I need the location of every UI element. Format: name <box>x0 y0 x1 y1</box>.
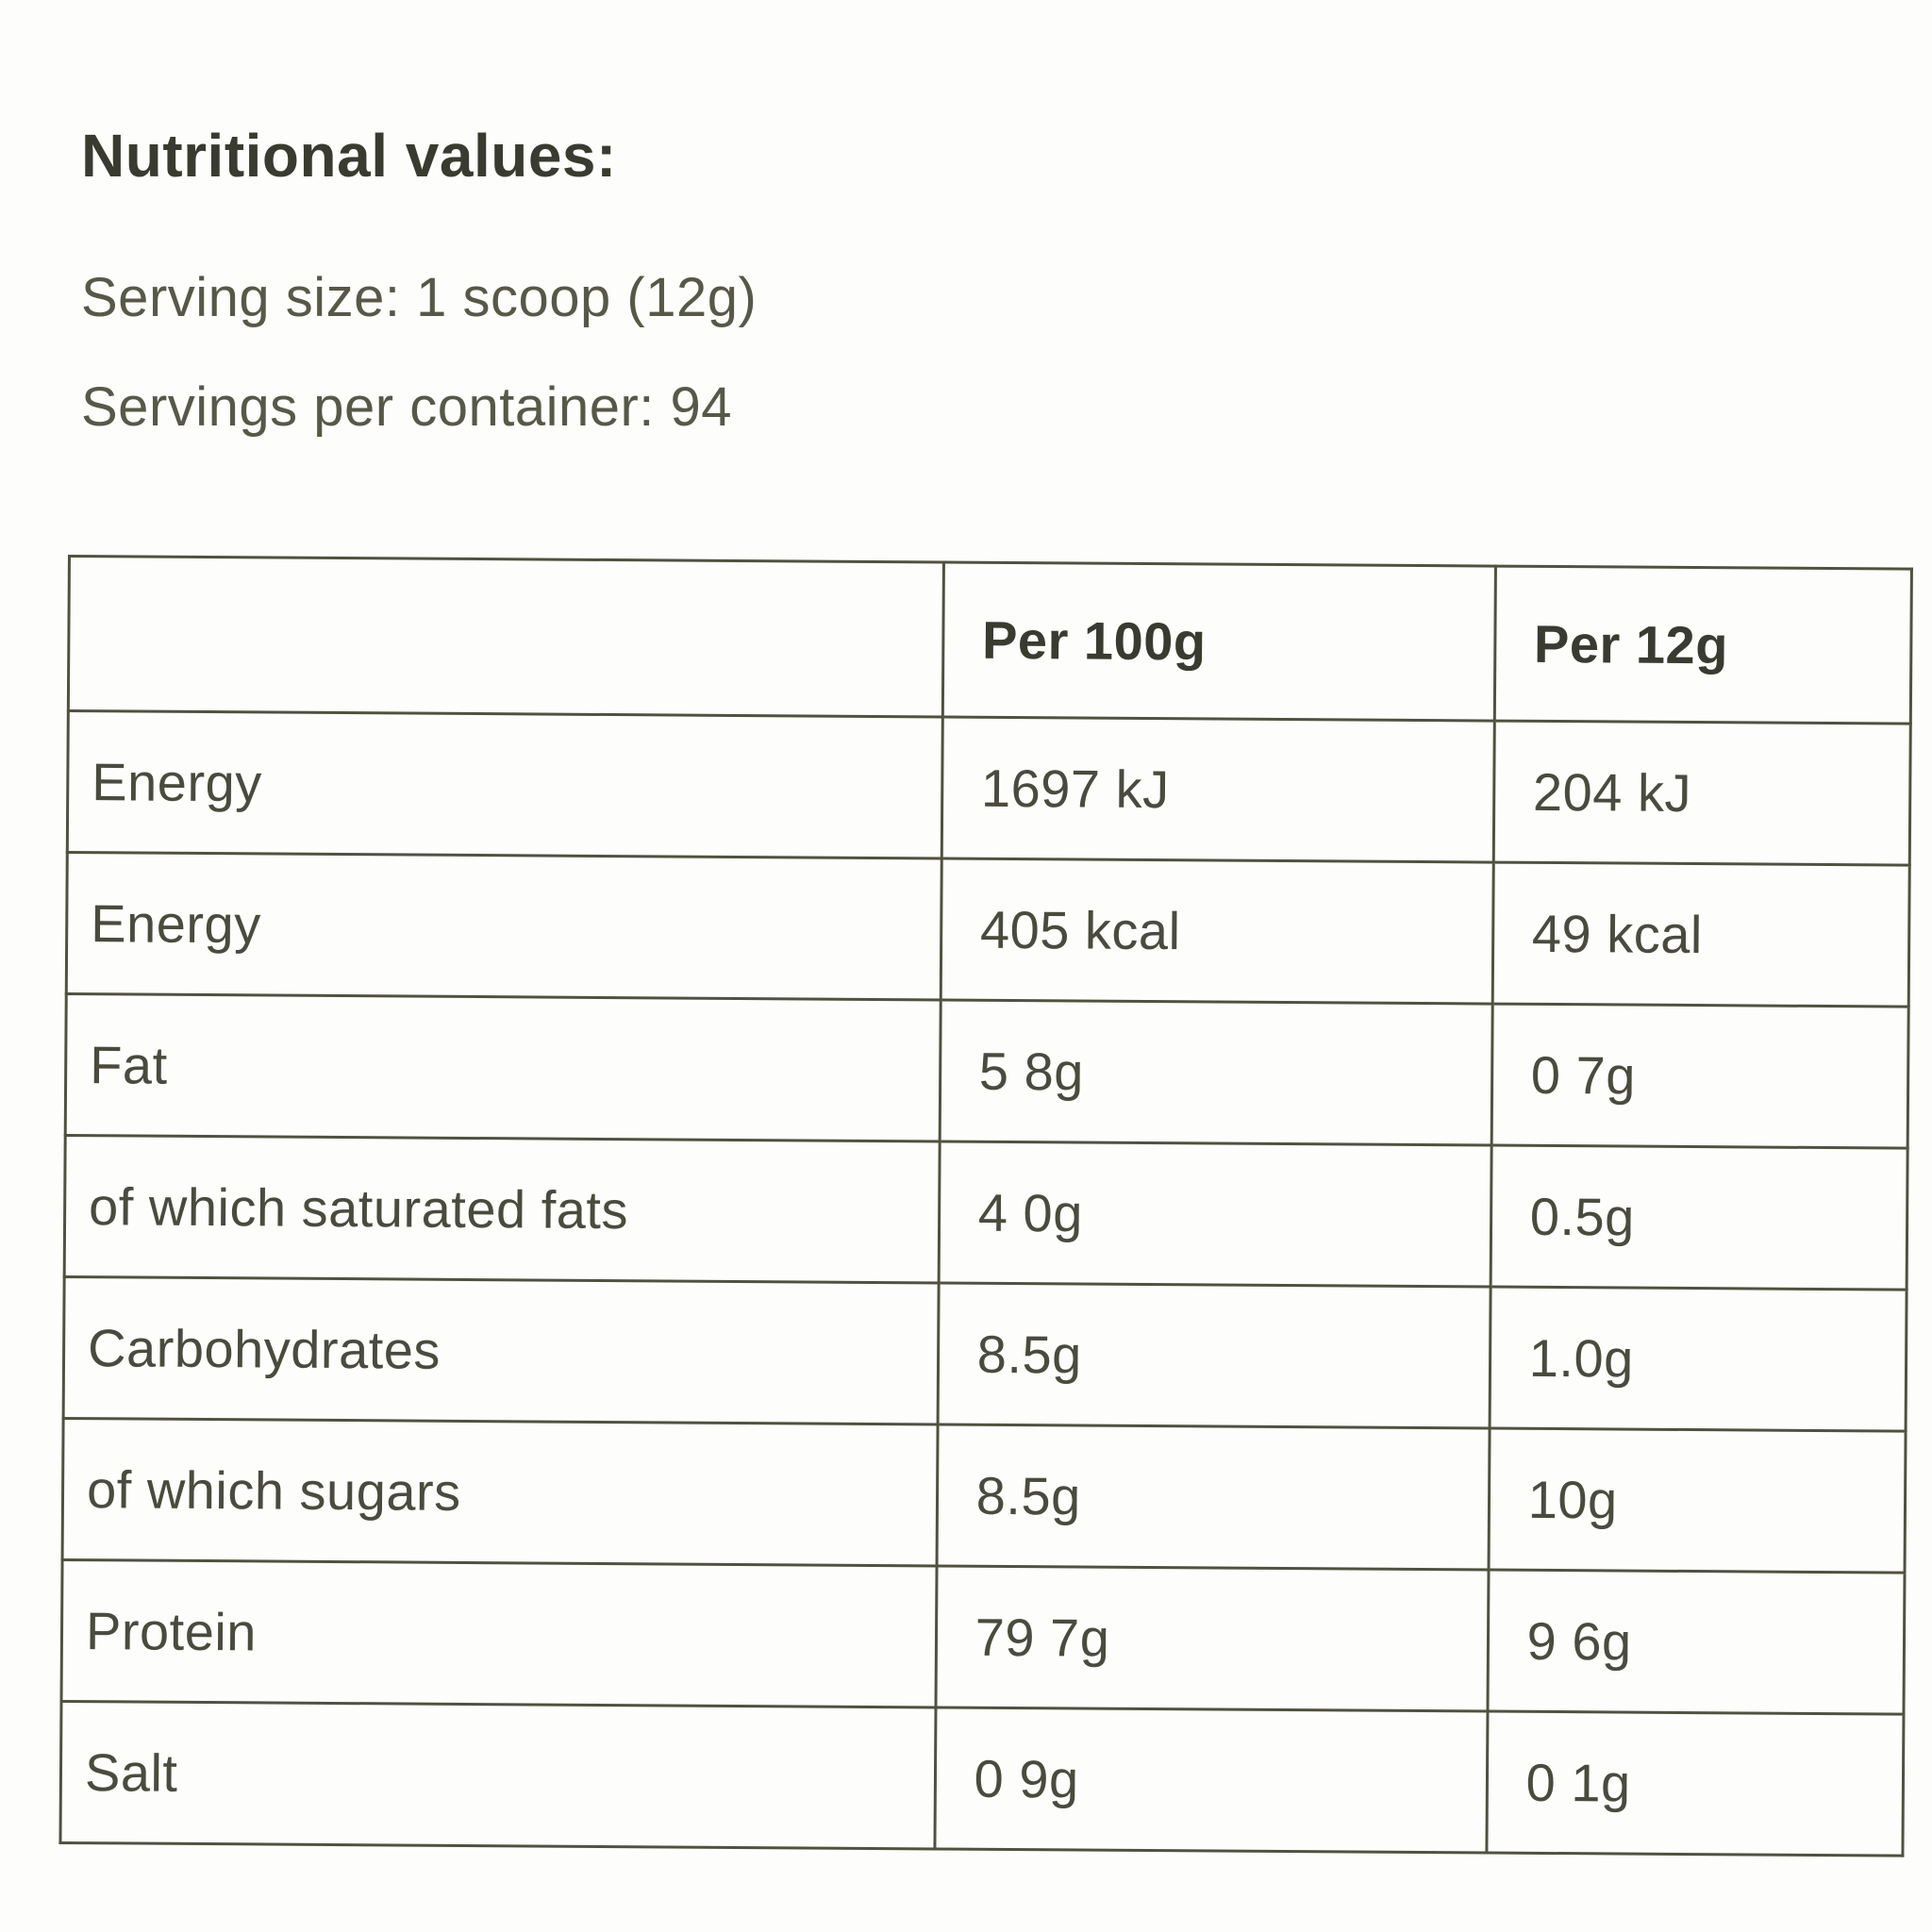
value-per-12g: 1.0g <box>1489 1287 1907 1432</box>
table-row-protein: Protein 79 7g 9 6g <box>61 1559 1906 1715</box>
value-per-100g: 405 kcal <box>940 858 1493 1005</box>
value-per-12g: 10g <box>1488 1428 1907 1574</box>
table-row-carbohydrates: Carbohydrates 8.5g 1.0g <box>63 1276 1907 1432</box>
value-per-100g: 8.5g <box>936 1424 1490 1571</box>
row-label: Protein <box>61 1559 937 1707</box>
servings-per-container-line: Servings per container: 94 <box>81 376 733 438</box>
page-title: Nutritional values: <box>81 122 617 190</box>
value-per-100g: 1697 kJ <box>941 716 1494 863</box>
value-per-12g: 0 1g <box>1486 1711 1904 1857</box>
value-per-12g: 0.5g <box>1490 1145 1908 1291</box>
value-per-100g: 79 7g <box>935 1565 1489 1712</box>
value-per-12g: 204 kJ <box>1492 721 1911 866</box>
table-row-saturated-fats: of which saturated fats 4 0g 0.5g <box>64 1135 1908 1291</box>
table-row-energy-kj: Energy 1697 kJ 204 kJ <box>67 710 1911 866</box>
table-row-energy-kcal: Energy 405 kcal 49 kcal <box>66 852 1910 1008</box>
row-label: Salt <box>59 1701 936 1849</box>
row-label: Energy <box>67 710 943 858</box>
value-per-100g: 4 0g <box>938 1141 1491 1288</box>
value-per-100g: 5 8g <box>939 999 1492 1146</box>
row-label: of which sugars <box>62 1418 938 1566</box>
row-label: Fat <box>65 993 941 1141</box>
value-per-100g: 8.5g <box>937 1282 1491 1429</box>
row-label: of which saturated fats <box>64 1135 940 1283</box>
table-header-row: Per 100g Per 12g <box>68 556 1912 724</box>
row-label: Carbohydrates <box>63 1276 939 1424</box>
table-row-sugars: of which sugars 8.5g 10g <box>62 1418 1907 1574</box>
table-row-salt: Salt 0 9g 0 1g <box>59 1701 1904 1857</box>
value-per-100g: 0 9g <box>934 1707 1488 1854</box>
col-header-per-100g: Per 100g <box>942 561 1496 722</box>
value-per-12g: 9 6g <box>1487 1570 1906 1715</box>
row-label: Energy <box>66 852 941 1000</box>
value-per-12g: 0 7g <box>1491 1004 1909 1149</box>
serving-size-line: Serving size: 1 scoop (12g) <box>81 267 758 328</box>
table-row-fat: Fat 5 8g 0 7g <box>65 993 1909 1149</box>
col-header-per-12g: Per 12g <box>1493 566 1912 724</box>
nutrition-table: Per 100g Per 12g Energy 1697 kJ 204 kJ E… <box>58 555 1912 1857</box>
value-per-12g: 49 kcal <box>1491 862 1910 1008</box>
col-header-blank <box>68 556 944 717</box>
